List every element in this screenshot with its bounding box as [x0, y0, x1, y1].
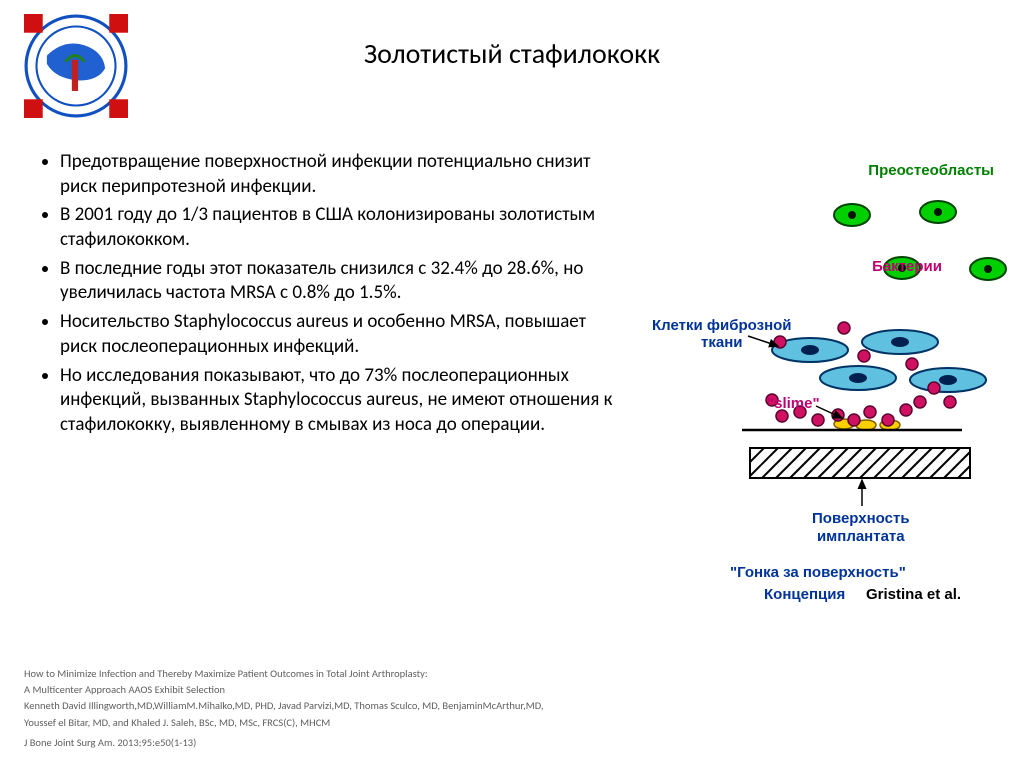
label-text: Клетки фиброзной [652, 317, 792, 334]
citation-line: How to Minimize Infection and Thereby Ma… [24, 667, 664, 681]
citation-line: Kenneth David Illingworth,MD,WilliamM.Mi… [24, 699, 664, 713]
label-text: Поверхность [812, 510, 910, 527]
label-concept-line2: Концепция [764, 586, 845, 603]
bullet-item: В 2001 году до 1/3 пациентов в США колон… [60, 203, 618, 252]
label-fibrous-cells: Клетки фиброзной ткани [652, 318, 792, 351]
diagram-svg [642, 150, 1012, 630]
label-bacteria: Бактерии [872, 258, 942, 275]
citation-line: Youssef el Bitar, MD, and Khaled J. Sale… [24, 716, 664, 730]
label-concept-line1: "Гонка за поверхность" [730, 564, 906, 581]
citation-line: J Bone Joint Surg Am. 2013;95:e50(1-13) [24, 736, 664, 750]
bullet-item: Носительство Staphylococcus aureus и осо… [60, 310, 618, 359]
label-slime: "slime" [767, 395, 820, 412]
bullet-item: Но исследования показывают, что до 73% п… [60, 364, 618, 438]
race-for-surface-diagram: Преостеобласты Бактерии Клетки фиброзной… [642, 150, 1012, 630]
slide-title: Золотистый стафилококк [0, 36, 1024, 71]
bullet-item: Предотвращение поверхностной инфекции по… [60, 150, 618, 199]
label-text: имплантата [817, 528, 905, 545]
citation-line: A Multicenter Approach AAOS Exhibit Sele… [24, 683, 664, 697]
label-gristina: Gristina et al. [866, 586, 961, 603]
bullet-item: В последние годы этот показатель снизилс… [60, 257, 618, 306]
label-text: ткани [701, 334, 742, 351]
label-preosteoblasts: Преостеобласты [868, 162, 994, 179]
citation-block: How to Minimize Infection and Thereby Ma… [24, 667, 664, 752]
bullet-list: Предотвращение поверхностной инфекции по… [38, 150, 618, 442]
label-implant-surface: Поверхность имплантата [812, 510, 910, 546]
